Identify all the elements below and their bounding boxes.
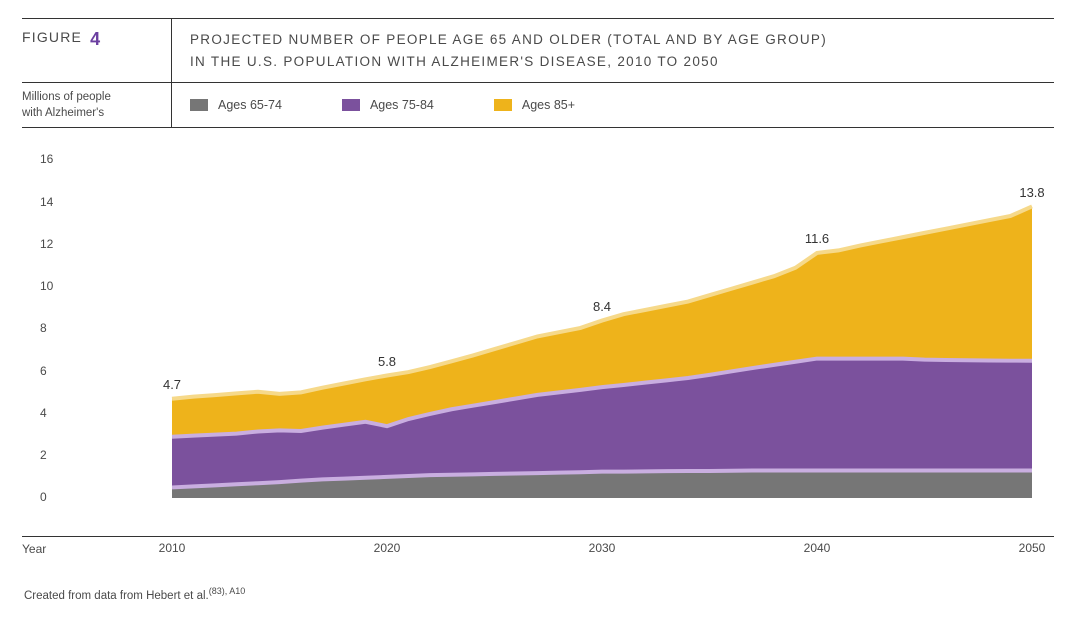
y-tick: 8 (40, 321, 47, 335)
title-line-2: IN THE U.S. POPULATION WITH ALZHEIMER'S … (190, 51, 1054, 73)
x-axis-label: Year (22, 537, 82, 557)
y-tick: 4 (40, 406, 47, 420)
y-tick: 6 (40, 364, 47, 378)
stacked-area-chart (82, 148, 1042, 528)
legend-item-65-74: Ages 65-74 (190, 98, 282, 112)
figure-label: FIGURE (22, 29, 82, 45)
ylabel-line-1: Millions of people (22, 89, 171, 105)
x-tick: 2030 (589, 541, 616, 555)
y-tick: 14 (40, 195, 53, 209)
y-tick: 0 (40, 490, 47, 504)
chart-title: PROJECTED NUMBER OF PEOPLE AGE 65 AND OL… (172, 19, 1054, 82)
total-value-label: 8.4 (593, 299, 611, 314)
figure-cell: FIGURE 4 (22, 19, 172, 82)
total-value-label: 4.7 (163, 377, 181, 392)
x-tick: 2040 (804, 541, 831, 555)
legend-swatch (494, 99, 512, 111)
y-axis-label: Millions of people with Alzheimer's (22, 83, 172, 127)
x-axis: Year 2010 2020 2030 2040 2050 (22, 536, 1054, 557)
legend-label: Ages 75-84 (370, 98, 434, 112)
y-tick: 12 (40, 237, 53, 251)
legend-row: Millions of people with Alzheimer's Ages… (22, 83, 1054, 128)
y-tick: 16 (40, 152, 53, 166)
legend-item-75-84: Ages 75-84 (342, 98, 434, 112)
x-tick: 2050 (1019, 541, 1046, 555)
legend: Ages 65-74 Ages 75-84 Ages 85+ (172, 83, 1054, 127)
legend-swatch (342, 99, 360, 111)
source-credit: Created from data from Hebert et al.(83)… (24, 586, 1054, 602)
legend-label: Ages 65-74 (218, 98, 282, 112)
total-value-label: 11.6 (805, 231, 829, 246)
legend-item-85-plus: Ages 85+ (494, 98, 575, 112)
ylabel-line-2: with Alzheimer's (22, 105, 171, 121)
x-tick: 2010 (159, 541, 186, 555)
x-axis-ticks: 2010 2020 2030 2040 2050 (82, 537, 1054, 557)
total-value-label: 13.8 (1019, 185, 1044, 200)
figure-number: 4 (90, 29, 100, 50)
y-tick: 10 (40, 279, 53, 293)
chart-area: 0 2 4 6 8 10 12 14 16 4.7 5.8 8.4 11.6 13.8 Year 201… (22, 148, 1054, 558)
x-tick: 2020 (374, 541, 401, 555)
legend-swatch (190, 99, 208, 111)
legend-label: Ages 85+ (522, 98, 575, 112)
credit-text: Created from data from Hebert et al. (24, 590, 209, 602)
header-row: FIGURE 4 PROJECTED NUMBER OF PEOPLE AGE … (22, 18, 1054, 83)
title-line-1: PROJECTED NUMBER OF PEOPLE AGE 65 AND OL… (190, 29, 1054, 51)
credit-sup: (83), A10 (209, 586, 246, 596)
y-tick: 2 (40, 448, 47, 462)
total-value-label: 5.8 (378, 354, 396, 369)
